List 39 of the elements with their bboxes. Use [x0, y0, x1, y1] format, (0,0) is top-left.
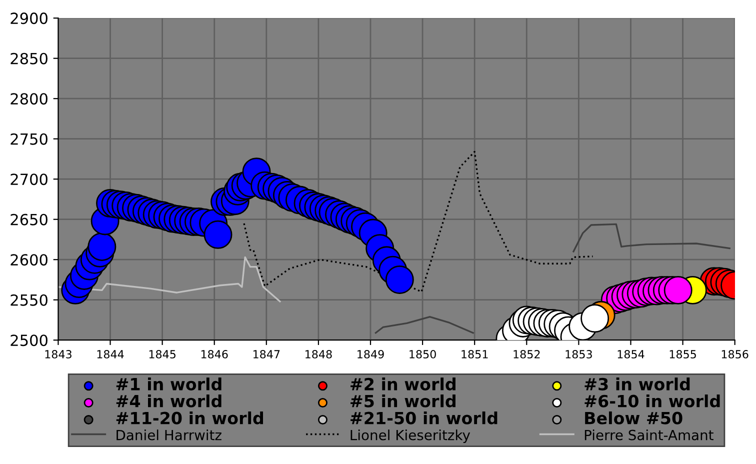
- y-tick-label: 2550: [10, 294, 48, 306]
- x-tick-label: 1849: [358, 350, 384, 358]
- x-tick-label: 1853: [566, 350, 592, 358]
- x-tick-label: 1852: [514, 350, 540, 358]
- y-tick-label: 2650: [10, 214, 48, 226]
- y-tick-label: 2600: [10, 254, 48, 266]
- legend-label: #21-50 in world: [350, 411, 498, 424]
- x-tick-label: 1848: [306, 350, 332, 358]
- legend-label: #1 in world: [116, 378, 222, 390]
- x-tick-label: 1847: [253, 350, 280, 358]
- legend-label: #5 in world: [350, 394, 456, 408]
- y-tick-label: 2750: [10, 133, 48, 145]
- x-tick-label: 1856: [722, 350, 748, 358]
- x-tick-label: 1850: [410, 350, 436, 358]
- line-series: [58, 256, 281, 302]
- x-tick-label: 1854: [618, 350, 644, 358]
- y-tick-label: 2800: [10, 93, 48, 105]
- legend-label: #11-20 in world: [116, 411, 264, 424]
- legend-label: #6-10 in world: [584, 394, 720, 408]
- x-tick-label: 1851: [462, 350, 488, 358]
- legend-label: Daniel Harrwitz: [116, 430, 222, 440]
- legend-label: Pierre Saint-Amant: [584, 430, 714, 440]
- x-tick-label: 1844: [97, 350, 124, 358]
- x-tick-label: 1843: [45, 350, 72, 358]
- legend-label: #4 in world: [116, 394, 222, 408]
- legend-label: Below #50: [585, 411, 682, 424]
- point: [664, 276, 692, 304]
- legend-label: #2 in world: [350, 378, 456, 390]
- y-tick-label: 2700: [10, 174, 48, 186]
- x-tick-label: 1855: [670, 350, 696, 358]
- legend-label: #3 in world: [584, 378, 690, 390]
- line-series: [243, 150, 594, 293]
- y-tick-label: 2500: [10, 334, 48, 346]
- y-tick-label: 2850: [10, 52, 48, 64]
- legend-label: Lionel Kieseritzky: [350, 430, 470, 443]
- x-tick-label: 1845: [149, 350, 176, 358]
- x-tick-label: 1846: [201, 350, 228, 358]
- y-tick-label: 2900: [10, 12, 48, 24]
- point: [580, 304, 610, 333]
